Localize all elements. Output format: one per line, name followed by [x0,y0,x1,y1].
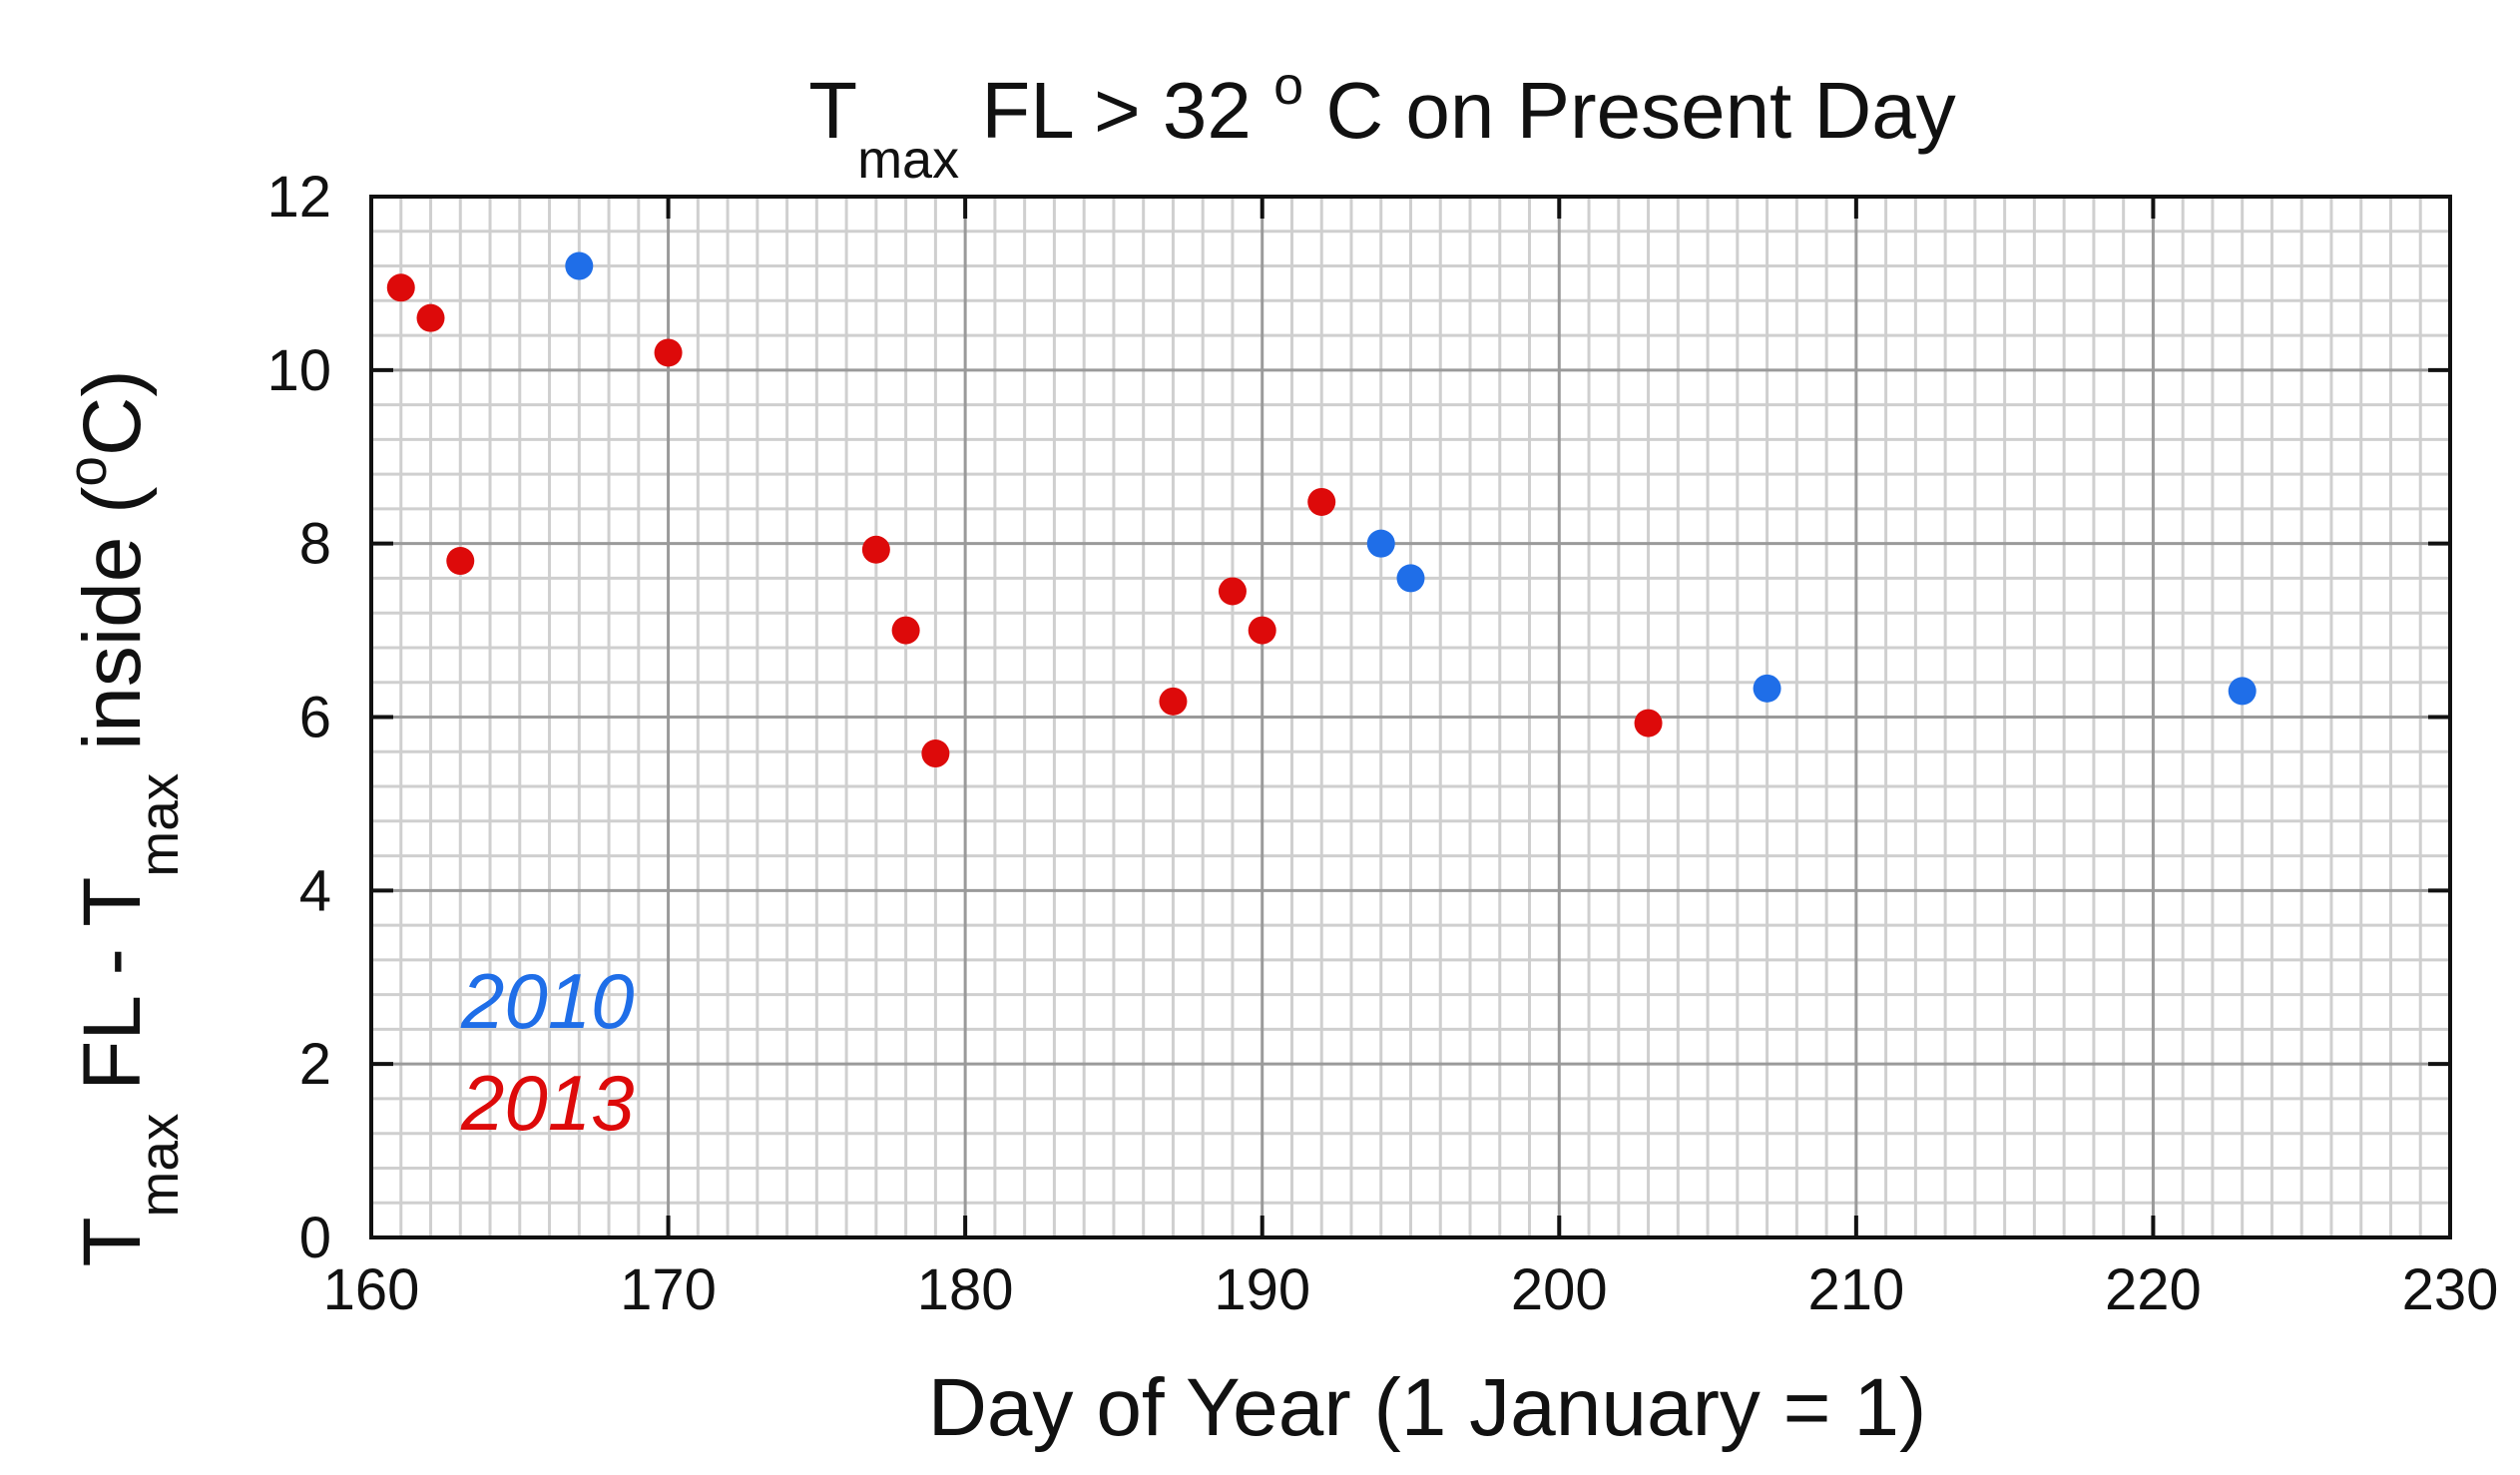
chart-title-mid: FL > 32 [959,66,1273,155]
x-axis-label: Day of Year (1 January = 1) [928,1362,1927,1453]
y-tick-label: 10 [266,338,331,403]
legend: 2010 2013 [460,957,635,1147]
y-axis-ticks: 0 2 4 6 8 10 12 [266,165,2450,1270]
data-points [386,251,2257,768]
y-tick-label: 0 [299,1206,331,1270]
data-point-2013 [1248,616,1276,645]
y-label-sup: o [56,456,118,487]
data-point-2013 [654,338,683,367]
x-tick-label: 190 [1214,1257,1310,1322]
data-point-2013 [416,303,445,332]
x-axis-ticks: 160 170 180 190 200 210 220 230 [323,197,2499,1322]
data-point-2010 [2228,677,2257,706]
y-label-sub2: max [128,773,190,877]
data-point-2010 [565,251,594,280]
chart-title-sup: o [1273,56,1303,116]
chart-title-end: C on Present Day [1303,66,1956,155]
legend-entry-2013: 2013 [460,1059,635,1147]
data-point-2013 [1159,687,1188,716]
x-tick-label: 210 [1807,1257,1904,1322]
data-point-2013 [1218,577,1247,606]
y-axis-label: Tmax FL - Tmax inside (oC) [56,369,190,1266]
data-point-2013 [891,616,920,645]
x-tick-label: 180 [917,1257,1014,1322]
data-point-2013 [1307,487,1336,516]
data-point-2013 [921,739,950,768]
x-tick-label: 230 [2402,1257,2499,1322]
y-tick-label: 8 [299,512,331,577]
y-label-end: C) [67,369,158,456]
chart-title-sub: max [857,130,959,190]
y-label-mid2: inside ( [67,487,158,773]
x-tick-label: 170 [620,1257,717,1322]
y-tick-label: 6 [299,686,331,750]
data-point-2013 [1634,709,1663,738]
data-point-2013 [386,273,415,302]
data-point-2010 [1396,564,1425,593]
y-label-sub1: max [128,1114,190,1218]
y-label-mid: FL - T [67,877,158,1114]
y-tick-label: 12 [266,165,331,230]
data-point-2010 [1366,529,1395,558]
legend-entry-2010: 2010 [460,957,635,1045]
chart-title-t: T [808,66,857,155]
x-tick-label: 200 [1511,1257,1608,1322]
data-point-2010 [1753,674,1781,703]
y-tick-label: 4 [299,858,331,923]
major-grid [371,197,2450,1237]
x-tick-label: 220 [2105,1257,2202,1322]
data-point-2013 [861,535,890,564]
chart-title: Tmax FL > 32 o C on Present Day [808,56,1956,190]
y-tick-label: 2 [299,1032,331,1097]
x-tick-label: 160 [323,1257,420,1322]
data-point-2013 [446,547,475,576]
y-label-t1: T [67,1217,158,1266]
